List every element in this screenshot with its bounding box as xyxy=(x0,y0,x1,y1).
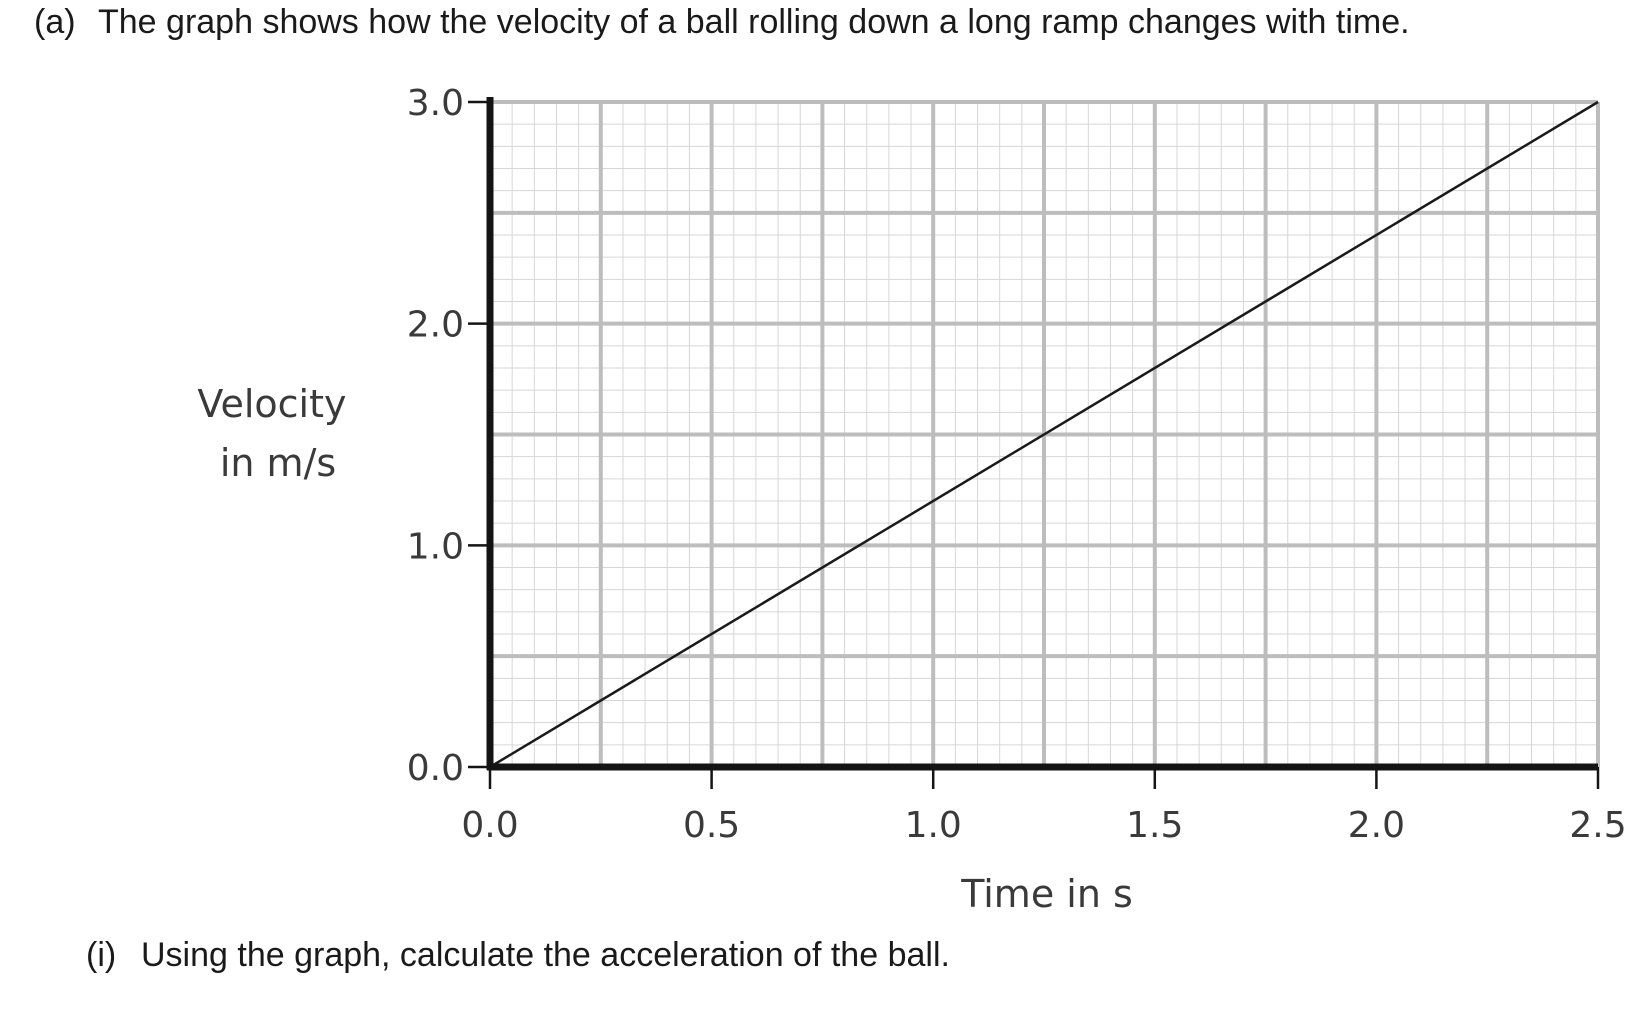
y-axis-title-line-2: in m/s xyxy=(220,441,336,485)
x-tick-label: 1.0 xyxy=(905,805,962,846)
y-tick-label: 3.0 xyxy=(407,83,464,124)
x-axis-title: Time in s xyxy=(960,872,1133,916)
x-tick-label: 1.5 xyxy=(1126,805,1183,846)
sub-question-label: (i) xyxy=(86,936,117,974)
question-text: The graph shows how the velocity of a ba… xyxy=(98,3,1410,41)
x-tick-label: 2.0 xyxy=(1348,805,1405,846)
y-axis-title: Velocity in m/s xyxy=(197,382,358,485)
velocity-time-chart: 0.0 0.5 1.0 1.5 2.0 2.5 0.0 1.0 2.0 3.0 Time in s… xyxy=(197,83,1627,916)
tick-labels: 0.0 0.5 1.0 1.5 2.0 2.5 0.0 1.0 2.0 3.0 xyxy=(407,83,1627,846)
x-tick-label: 2.5 xyxy=(1569,805,1626,846)
y-tick-label: 0.0 xyxy=(407,748,464,789)
y-tick-label: 2.0 xyxy=(407,305,464,346)
y-tick-label: 1.0 xyxy=(407,526,464,567)
sub-question: (i) Using the graph, calculate the accele… xyxy=(86,935,950,975)
question-label: (a) xyxy=(34,3,76,41)
x-tick-label: 0.5 xyxy=(683,805,740,846)
velocity-line xyxy=(489,100,1599,769)
x-tick-label: 0.0 xyxy=(461,805,518,846)
question-stem: (a) The graph shows how the velocity of a… xyxy=(34,2,1410,42)
y-axis-title-line-1: Velocity xyxy=(197,382,346,426)
axes-layer xyxy=(486,97,1598,771)
tick-marks xyxy=(468,100,1600,789)
sub-question-text: Using the graph, calculate the accelerat… xyxy=(141,936,950,974)
series-layer xyxy=(489,100,1599,769)
